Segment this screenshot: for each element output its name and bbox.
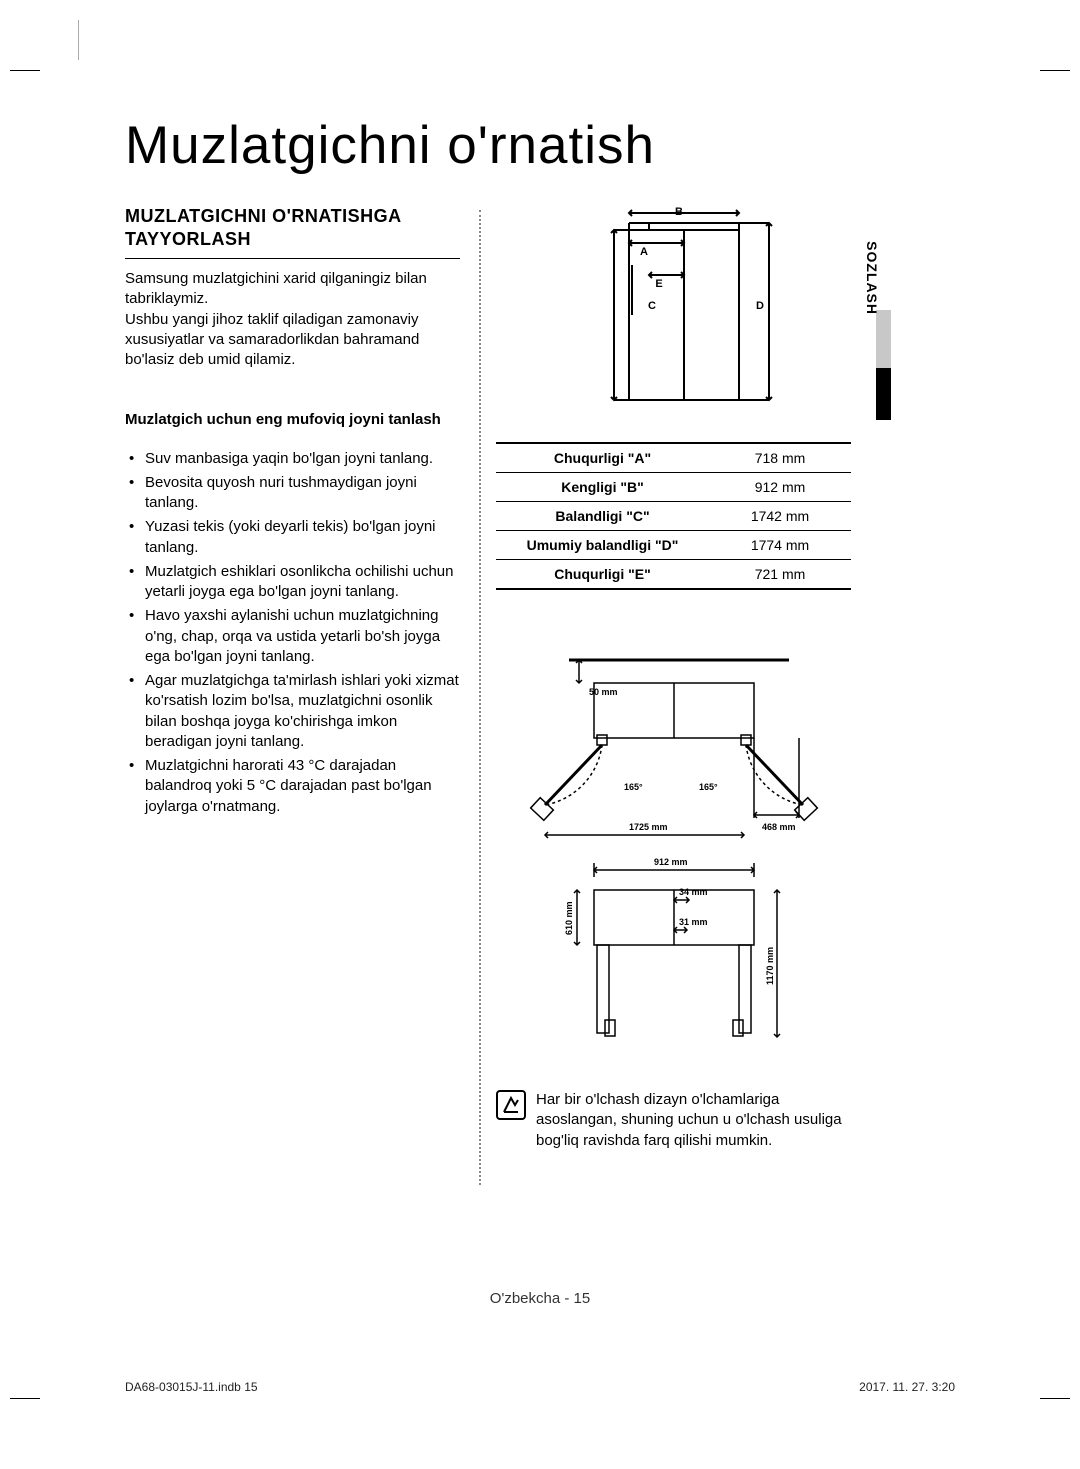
- dim-value: 1774 mm: [709, 531, 851, 560]
- column-divider: [479, 210, 481, 1185]
- bullet-list: Suv manbasiga yaqin bo'lgan joyni tanlan…: [125, 449, 460, 817]
- table-row: Umumiy balandligi "D" 1774 mm: [496, 531, 851, 560]
- svg-text:31 mm: 31 mm: [679, 917, 708, 927]
- svg-text:165°: 165°: [699, 782, 718, 792]
- dim-value: 721 mm: [709, 560, 851, 590]
- left-column: MUZLATGICHNI O'RNATISHGA TAYYORLASH Sams…: [125, 205, 460, 821]
- svg-text:610 mm: 610 mm: [564, 901, 574, 935]
- table-row: Balandligi "C" 1742 mm: [496, 502, 851, 531]
- table-row: Chuqurligi "A" 718 mm: [496, 443, 851, 473]
- dimensions-table: Chuqurligi "A" 718 mm Kengligi "B" 912 m…: [496, 442, 851, 590]
- page-footer: O'zbekcha - 15: [0, 1290, 1080, 1307]
- sub-heading: Muzlatgich uchun eng mufoviq joyni tanla…: [125, 410, 460, 430]
- intro-p1: Samsung muzlatgichini xarid qilganingiz …: [125, 269, 460, 310]
- svg-text:1170 mm: 1170 mm: [765, 947, 775, 985]
- svg-text:1725 mm: 1725 mm: [629, 822, 668, 832]
- list-item: Yuzasi tekis (yoki deyarli tekis) bo'lga…: [125, 517, 460, 558]
- side-tab-label: SOZLASH: [864, 241, 880, 315]
- list-item: Muzlatgich eshiklari osonlikcha ochilish…: [125, 562, 460, 603]
- dim-value: 912 mm: [709, 473, 851, 502]
- table-row: Kengligi "B" 912 mm: [496, 473, 851, 502]
- note-icon: [496, 1090, 526, 1120]
- dim-label: Balandligi "C": [496, 502, 709, 531]
- timestamp: 2017. 11. 27. 3:20: [859, 1380, 955, 1394]
- svg-text:165°: 165°: [624, 782, 643, 792]
- dim-label: Kengligi "B": [496, 473, 709, 502]
- side-gray-tab: [876, 310, 891, 368]
- intro-text: Samsung muzlatgichini xarid qilganingiz …: [125, 269, 460, 370]
- list-item: Havo yaxshi aylanishi uchun muzlatgichni…: [125, 606, 460, 667]
- dim-value: 718 mm: [709, 443, 851, 473]
- side-black-tab: [876, 368, 891, 420]
- right-column: B A E C D Chuqurligi "A" 718 mm Kengligi…: [496, 205, 851, 1151]
- dim-label: Chuqurligi "E": [496, 560, 709, 590]
- svg-text:468 mm: 468 mm: [762, 822, 796, 832]
- svg-text:D: D: [756, 300, 764, 312]
- intro-p2: Ushbu yangi jihoz taklif qiladigan zamon…: [125, 310, 460, 371]
- svg-text:C: C: [648, 300, 656, 312]
- table-row: Chuqurligi "E" 721 mm: [496, 560, 851, 590]
- svg-text:50 mm: 50 mm: [589, 687, 618, 697]
- list-item: Bevosita quyosh nuri tushmaydigan joyni …: [125, 473, 460, 514]
- svg-text:A: A: [640, 246, 648, 258]
- svg-text:912 mm: 912 mm: [654, 857, 688, 867]
- dimension-diagram-labels: B A E C D: [544, 205, 804, 420]
- dim-label: Chuqurligi "A": [496, 443, 709, 473]
- svg-text:B: B: [675, 206, 683, 218]
- list-item: Suv manbasiga yaqin bo'lgan joyni tanlan…: [125, 449, 460, 469]
- main-title: Muzlatgichni o'rnatish: [125, 115, 655, 176]
- clearance-diagram: 50 mm 165° 165° 1725 mm 468 mm 912 mm 34…: [529, 645, 819, 1055]
- list-item: Agar muzlatgichga ta'mirlash ishlari yok…: [125, 671, 460, 752]
- dim-label: Umumiy balandligi "D": [496, 531, 709, 560]
- note-block: Har bir o'lchash dizayn o'lchamlariga as…: [496, 1090, 851, 1151]
- footer-meta: DA68-03015J-11.indb 15 2017. 11. 27. 3:2…: [125, 1380, 955, 1394]
- list-item: Muzlatgichni harorati 43 °C darajadan ba…: [125, 756, 460, 817]
- svg-text:E: E: [655, 278, 662, 290]
- dim-value: 1742 mm: [709, 502, 851, 531]
- svg-text:34 mm: 34 mm: [679, 887, 708, 897]
- doc-ref: DA68-03015J-11.indb 15: [125, 1380, 258, 1394]
- section-heading: MUZLATGICHNI O'RNATISHGA TAYYORLASH: [125, 205, 460, 259]
- note-text: Har bir o'lchash dizayn o'lchamlariga as…: [536, 1090, 851, 1151]
